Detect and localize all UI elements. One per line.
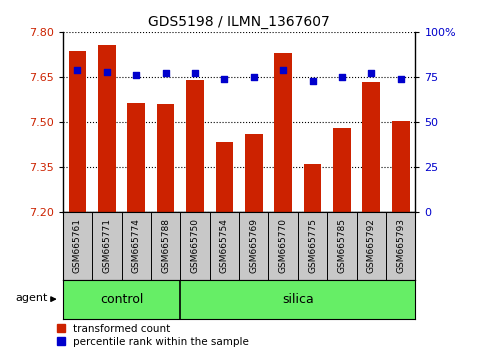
Point: [250, 74, 257, 80]
Text: GSM665770: GSM665770: [279, 218, 288, 273]
Text: GSM665792: GSM665792: [367, 218, 376, 273]
Bar: [362, 81, 380, 212]
Text: GSM665754: GSM665754: [220, 218, 229, 273]
Point: [279, 67, 287, 73]
Title: GDS5198 / ILMN_1367607: GDS5198 / ILMN_1367607: [148, 16, 330, 29]
Point: [103, 69, 111, 74]
Point: [338, 74, 346, 80]
Bar: [186, 80, 204, 212]
Text: GSM665788: GSM665788: [161, 218, 170, 273]
Bar: [274, 53, 292, 212]
Point: [397, 76, 405, 82]
Bar: [245, 134, 263, 212]
Bar: [215, 142, 233, 212]
Bar: [98, 45, 116, 212]
Point: [309, 78, 316, 84]
Point: [132, 72, 140, 78]
Bar: [392, 121, 410, 212]
Point: [73, 67, 81, 73]
Point: [191, 70, 199, 76]
Text: GSM665793: GSM665793: [396, 218, 405, 273]
Text: GSM665785: GSM665785: [338, 218, 346, 273]
Text: control: control: [100, 293, 143, 306]
Bar: [333, 128, 351, 212]
Bar: [128, 103, 145, 212]
Text: GSM665774: GSM665774: [132, 218, 141, 273]
Text: silica: silica: [282, 293, 314, 306]
Text: GSM665769: GSM665769: [249, 218, 258, 273]
Bar: [157, 104, 174, 212]
Bar: [69, 51, 86, 212]
Text: agent: agent: [15, 293, 48, 303]
Text: GSM665761: GSM665761: [73, 218, 82, 273]
Point: [162, 70, 170, 76]
Text: GSM665775: GSM665775: [308, 218, 317, 273]
Point: [368, 70, 375, 76]
Legend: transformed count, percentile rank within the sample: transformed count, percentile rank withi…: [58, 324, 249, 347]
Text: GSM665750: GSM665750: [190, 218, 199, 273]
Bar: [304, 164, 321, 212]
Text: GSM665771: GSM665771: [102, 218, 112, 273]
Point: [221, 76, 228, 82]
